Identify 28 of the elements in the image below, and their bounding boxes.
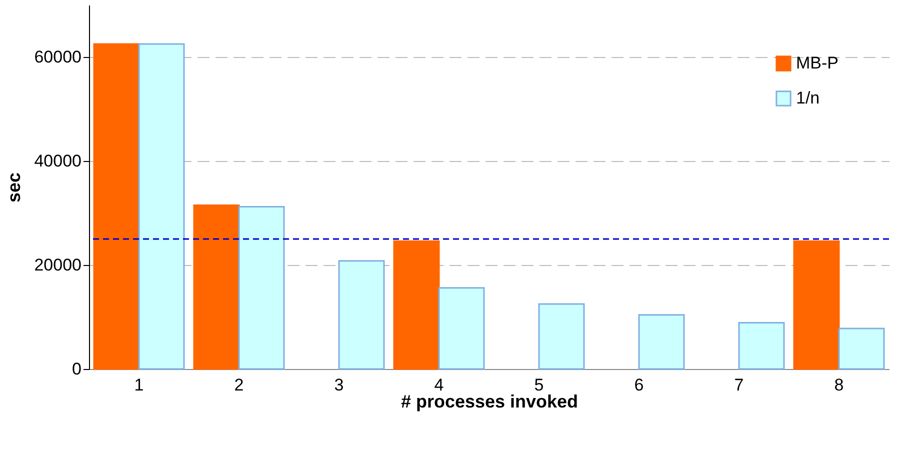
bar: [838, 328, 885, 370]
x-tick-label: 5: [534, 376, 544, 394]
legend-label: MB-P: [796, 54, 838, 72]
x-axis-title: # processes invoked: [400, 392, 578, 412]
bar: [738, 322, 785, 370]
bar: [338, 260, 385, 370]
x-tick-label: 6: [634, 376, 644, 394]
bar: [138, 43, 185, 370]
bar: [538, 303, 585, 370]
bar: [193, 204, 240, 370]
y-tick-label: 0: [72, 360, 82, 378]
bar: [638, 314, 685, 370]
x-tick-label: 8: [834, 376, 844, 394]
x-tick-label: 3: [334, 376, 344, 394]
bar: [793, 240, 840, 370]
bar: [93, 43, 140, 370]
y-axis-title: sec: [4, 172, 24, 203]
y-tick-label: 40000: [34, 152, 82, 170]
bar: [393, 240, 440, 370]
x-tick-label: 1: [134, 376, 144, 394]
y-tick-label: 60000: [34, 48, 82, 66]
y-tick-label: 20000: [34, 256, 82, 274]
x-tick-label: 4: [434, 376, 444, 394]
legend-label: 1/n: [796, 88, 820, 108]
x-tick-label: 7: [734, 376, 744, 394]
bar: [238, 206, 285, 370]
bar: [438, 287, 485, 370]
x-tick-label: 2: [234, 376, 244, 394]
